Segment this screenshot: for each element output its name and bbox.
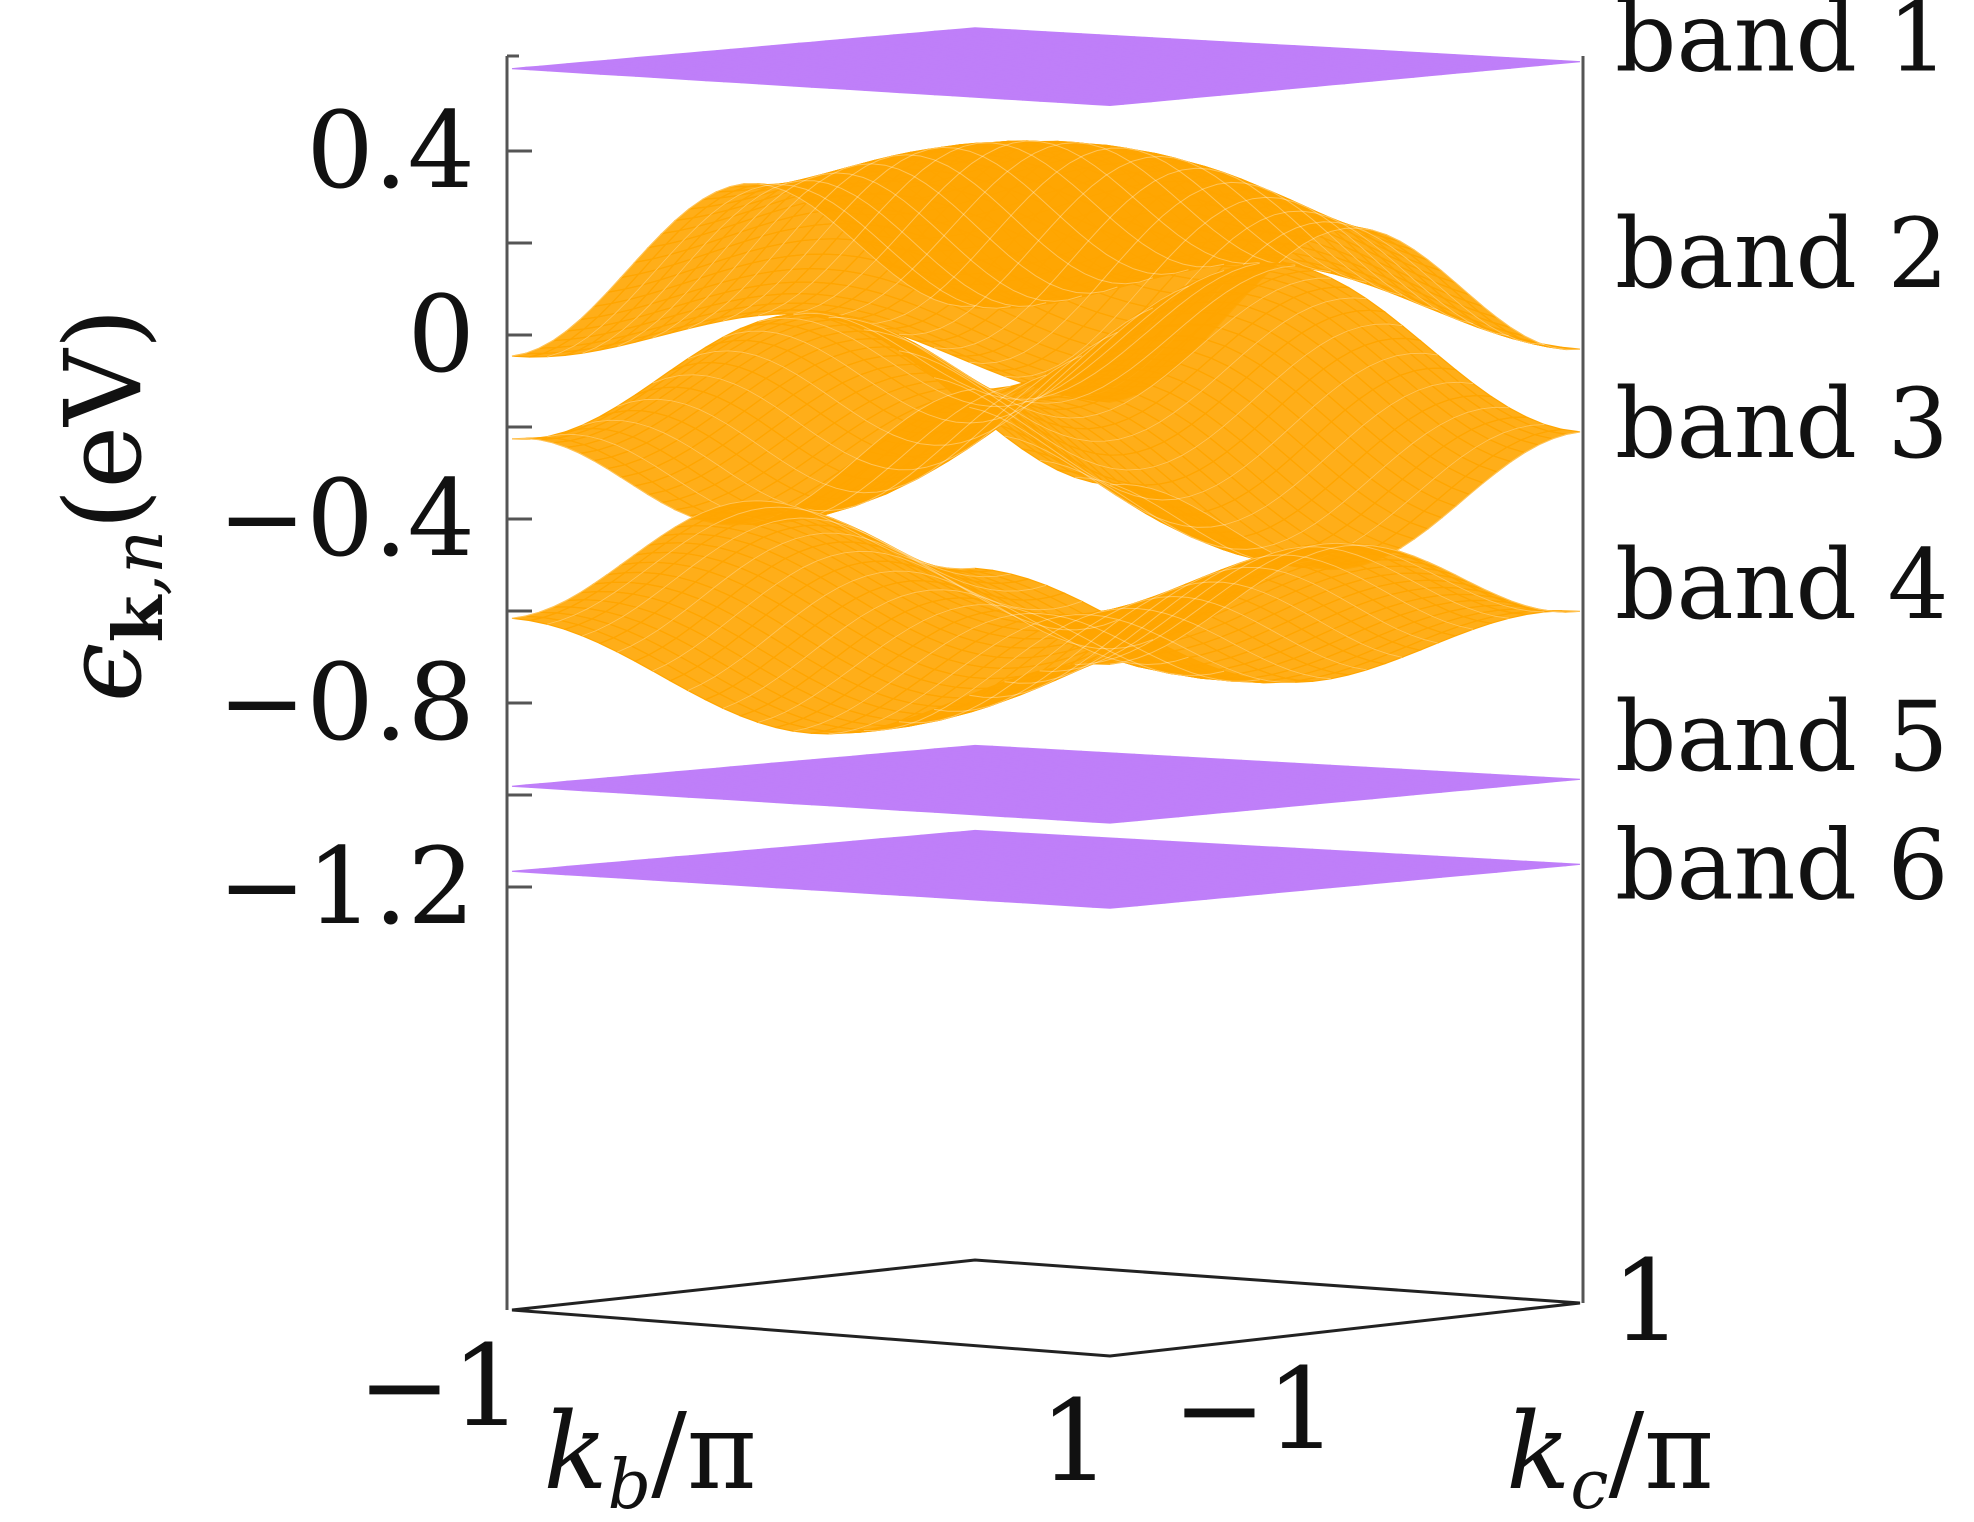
floor-box	[511, 1258, 1581, 1358]
band-surfaces	[511, 27, 1581, 909]
band-surface-5	[511, 744, 1581, 824]
floor-outline	[511, 1258, 1581, 1358]
band-surface-1	[511, 27, 1581, 107]
band-facet	[1092, 102, 1124, 107]
z-axes	[505, 54, 1585, 1310]
band-surface-4	[511, 500, 1581, 735]
